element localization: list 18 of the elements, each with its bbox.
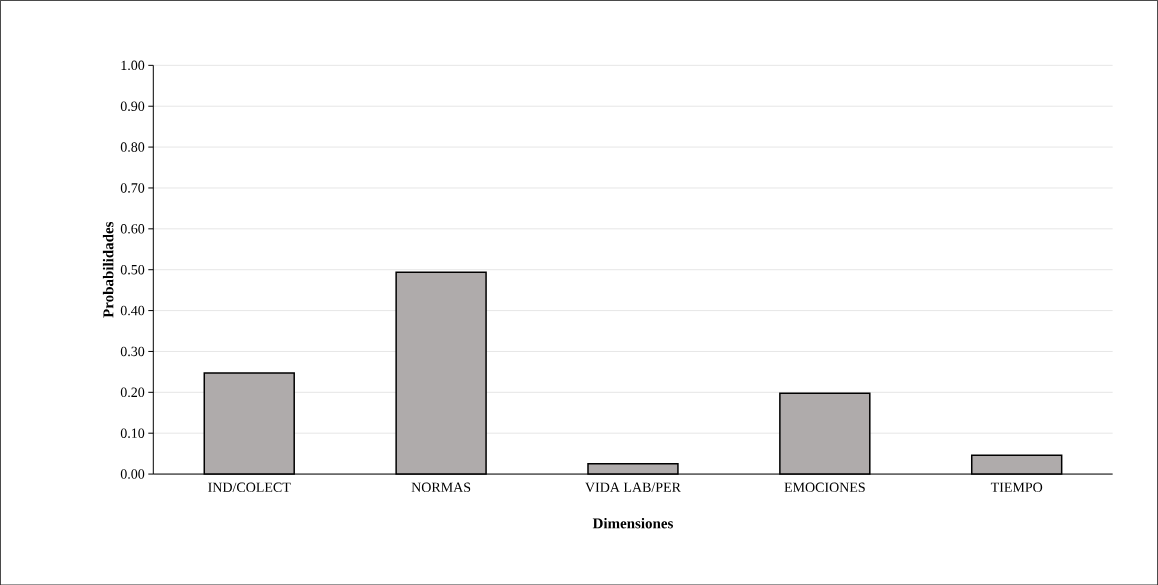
x-tick-label: NORMAS: [411, 482, 471, 492]
x-tick-label: TIEMPO: [990, 482, 1043, 492]
y-tick-label: 0.50: [120, 264, 145, 275]
y-tick-label: 0.00: [120, 469, 145, 479]
y-tick-label: 0.60: [120, 223, 145, 234]
x-tick-label: IND/COLECT: [208, 482, 291, 492]
y-tick-label: 0.30: [120, 346, 145, 357]
y-axis-title: Probabilidades: [102, 221, 114, 318]
y-tick-label: 0.40: [120, 305, 145, 316]
y-tick-label: 0.70: [120, 183, 145, 193]
y-tick-label: 0.10: [120, 428, 145, 438]
x-axis-title: Dimensiones: [592, 517, 673, 529]
x-tick-label: EMOCIONES: [784, 482, 865, 492]
y-tick-label: 0.20: [120, 387, 145, 397]
y-tick-label: 0.90: [120, 101, 145, 111]
y-tick-label: 0.80: [120, 142, 145, 152]
y-tick-label: 1.00: [121, 60, 145, 70]
x-tick-label: VIDA LAB/PER: [585, 482, 681, 492]
